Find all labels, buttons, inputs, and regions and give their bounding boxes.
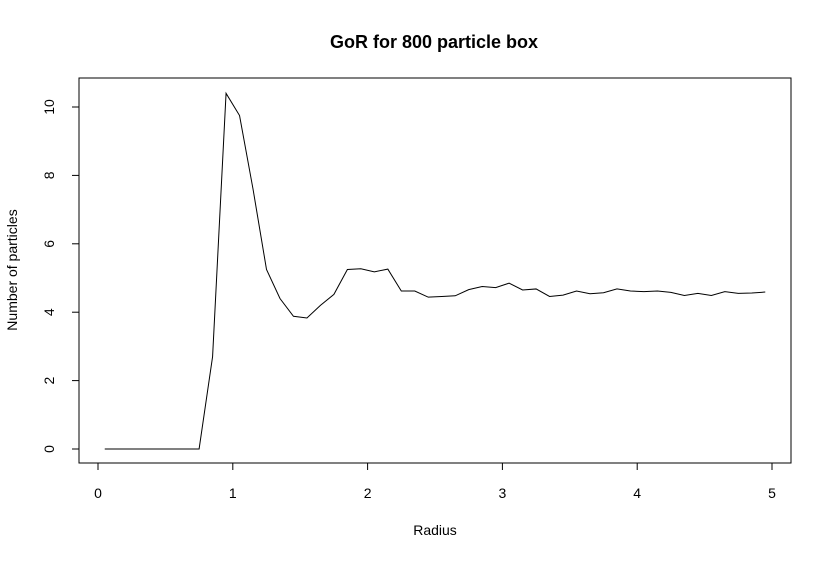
chart-title: GoR for 800 particle box: [330, 32, 538, 52]
x-tick-label: 3: [499, 485, 507, 501]
y-axis-label: Number of particles: [4, 209, 20, 330]
x-tick-label: 4: [633, 485, 641, 501]
series-group: [104, 91, 766, 450]
y-tick-label: 6: [41, 240, 57, 248]
x-axis-label: Radius: [413, 522, 457, 538]
y-tick-label: 4: [41, 308, 57, 316]
y-tick-label: 2: [41, 376, 57, 384]
y-tick-label: 0: [41, 445, 57, 453]
x-axis: 0 1 2 3 4 5: [94, 462, 776, 501]
y-axis: 0 2 4 6 8 10: [41, 99, 80, 453]
y-tick-label: 8: [41, 171, 57, 179]
x-tick-label: 2: [364, 485, 372, 501]
x-tick-label: 5: [768, 485, 776, 501]
series-line-0: [104, 91, 766, 450]
x-tick-label: 1: [229, 485, 237, 501]
plot-frame: [78, 77, 792, 464]
x-tick-label: 0: [94, 485, 102, 501]
y-tick-label: 10: [41, 99, 57, 115]
